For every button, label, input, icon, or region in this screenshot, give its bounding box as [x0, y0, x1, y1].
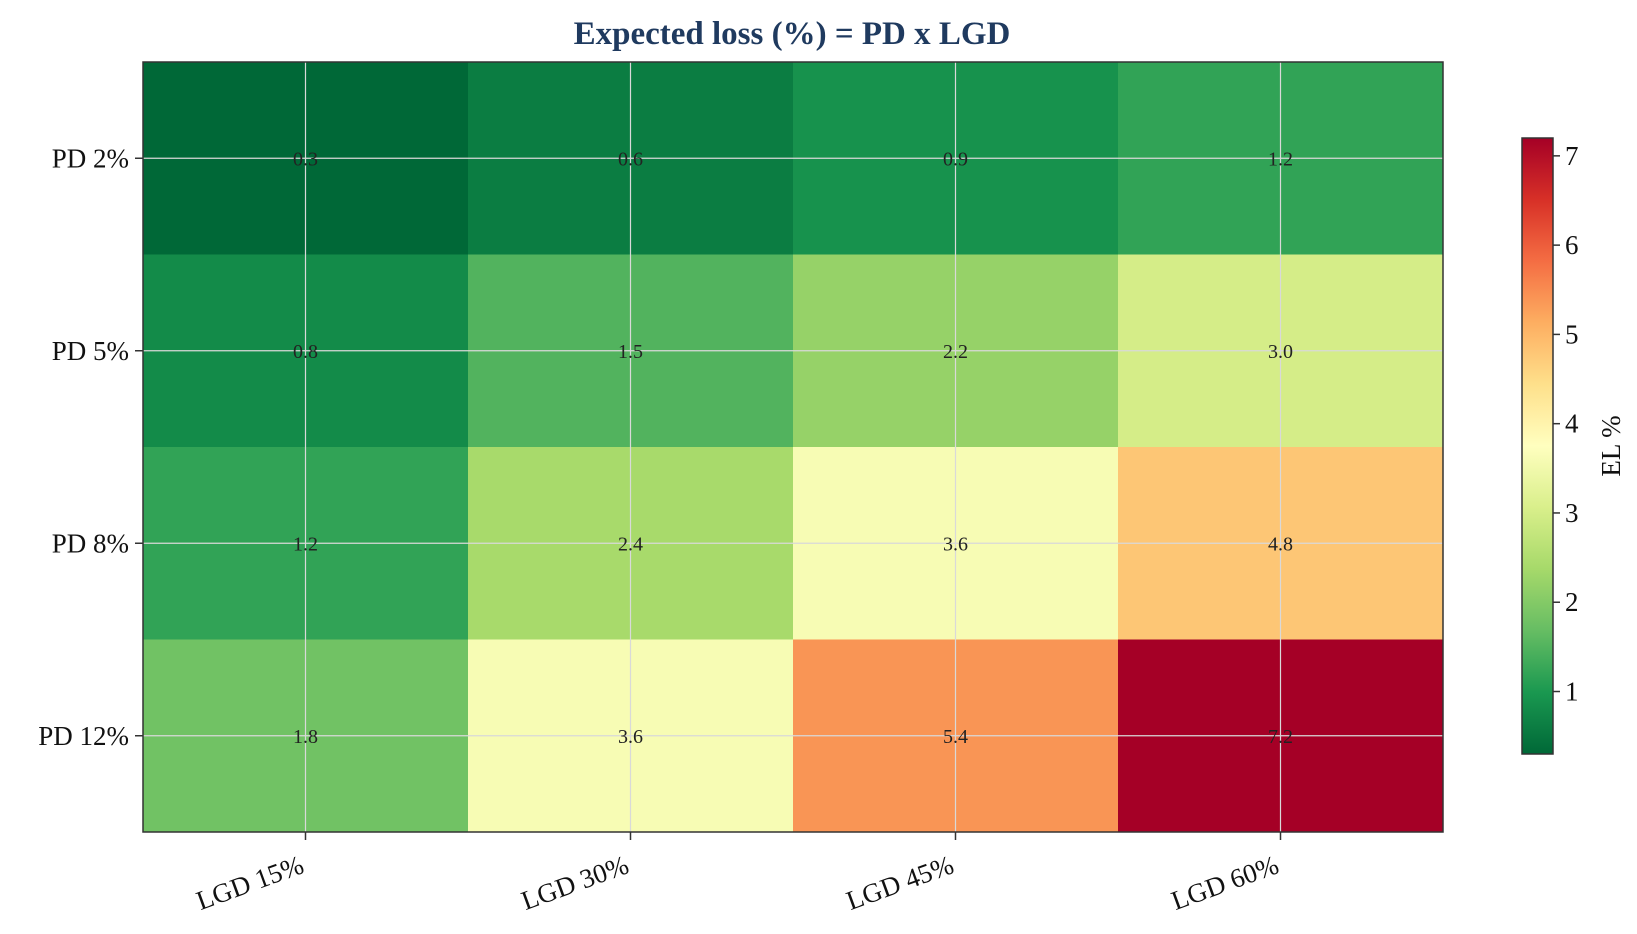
- cell-value-label: 1.8: [293, 726, 318, 748]
- cell-value-label: 1.5: [618, 341, 643, 363]
- colorbar-tick-label: 4: [1565, 409, 1579, 439]
- cell-value-label: 2.4: [618, 533, 643, 555]
- colorbar-tick-label: 6: [1565, 230, 1579, 260]
- cell-labels: 0.3 0.6 0.9 1.2 0.8 1.5 2.2 3.0 1.2 2.4 3.6 4.8 1.8 3…: [293, 148, 1293, 748]
- colorbar-gradient: [1521, 137, 1554, 755]
- colorbar-tick-label: 2: [1565, 587, 1579, 617]
- y-axis: PD 2% PD 5% PD 8% PD 12%: [38, 143, 143, 751]
- x-axis: LGD 15% LGD 30% LGD 45% LGD 60%: [192, 832, 1283, 916]
- cell-value-label: 1.2: [293, 533, 318, 555]
- x-tick-label: LGD 15%: [192, 849, 307, 915]
- plot-frame: [142, 61, 1444, 833]
- cell-value-label: 3.6: [943, 533, 968, 555]
- cell-value-label: 2.2: [943, 341, 968, 363]
- colorbar-tick-label: 5: [1565, 319, 1579, 349]
- cell-value-label: 0.9: [943, 148, 968, 170]
- x-tick-label: LGD 45%: [842, 849, 957, 915]
- cell-value-label: 5.4: [943, 726, 968, 748]
- colorbar: 1 2 3 4 5 6 7 EL %: [1521, 137, 1626, 755]
- cell-value-label: 0.6: [618, 148, 643, 170]
- cell-value-label: 1.2: [1268, 148, 1293, 170]
- y-tick-label: PD 2%: [52, 143, 129, 173]
- y-tick-label: PD 8%: [52, 528, 129, 558]
- cell-value-label: 3.6: [618, 726, 643, 748]
- chart-title: Expected loss (%) = PD x LGD: [574, 16, 1011, 52]
- colorbar-tick-label: 7: [1565, 141, 1579, 171]
- cell-value-label: 0.3: [293, 148, 318, 170]
- y-tick-label: PD 12%: [38, 721, 129, 751]
- cell-value-label: 4.8: [1268, 533, 1293, 555]
- cell-value-label: 0.8: [293, 341, 318, 363]
- cell-value-label: 3.0: [1268, 341, 1293, 363]
- grid-lines: [143, 62, 1443, 832]
- y-tick-label: PD 5%: [52, 336, 129, 366]
- heatmap-cells: [143, 62, 1444, 833]
- x-tick-label: LGD 60%: [1167, 849, 1282, 915]
- colorbar-tick-label: 1: [1565, 677, 1579, 707]
- colorbar-label: EL %: [1596, 415, 1626, 476]
- cell-value-label: 7.2: [1268, 726, 1293, 748]
- x-tick-label: LGD 30%: [517, 849, 632, 915]
- colorbar-tick-label: 3: [1565, 498, 1579, 528]
